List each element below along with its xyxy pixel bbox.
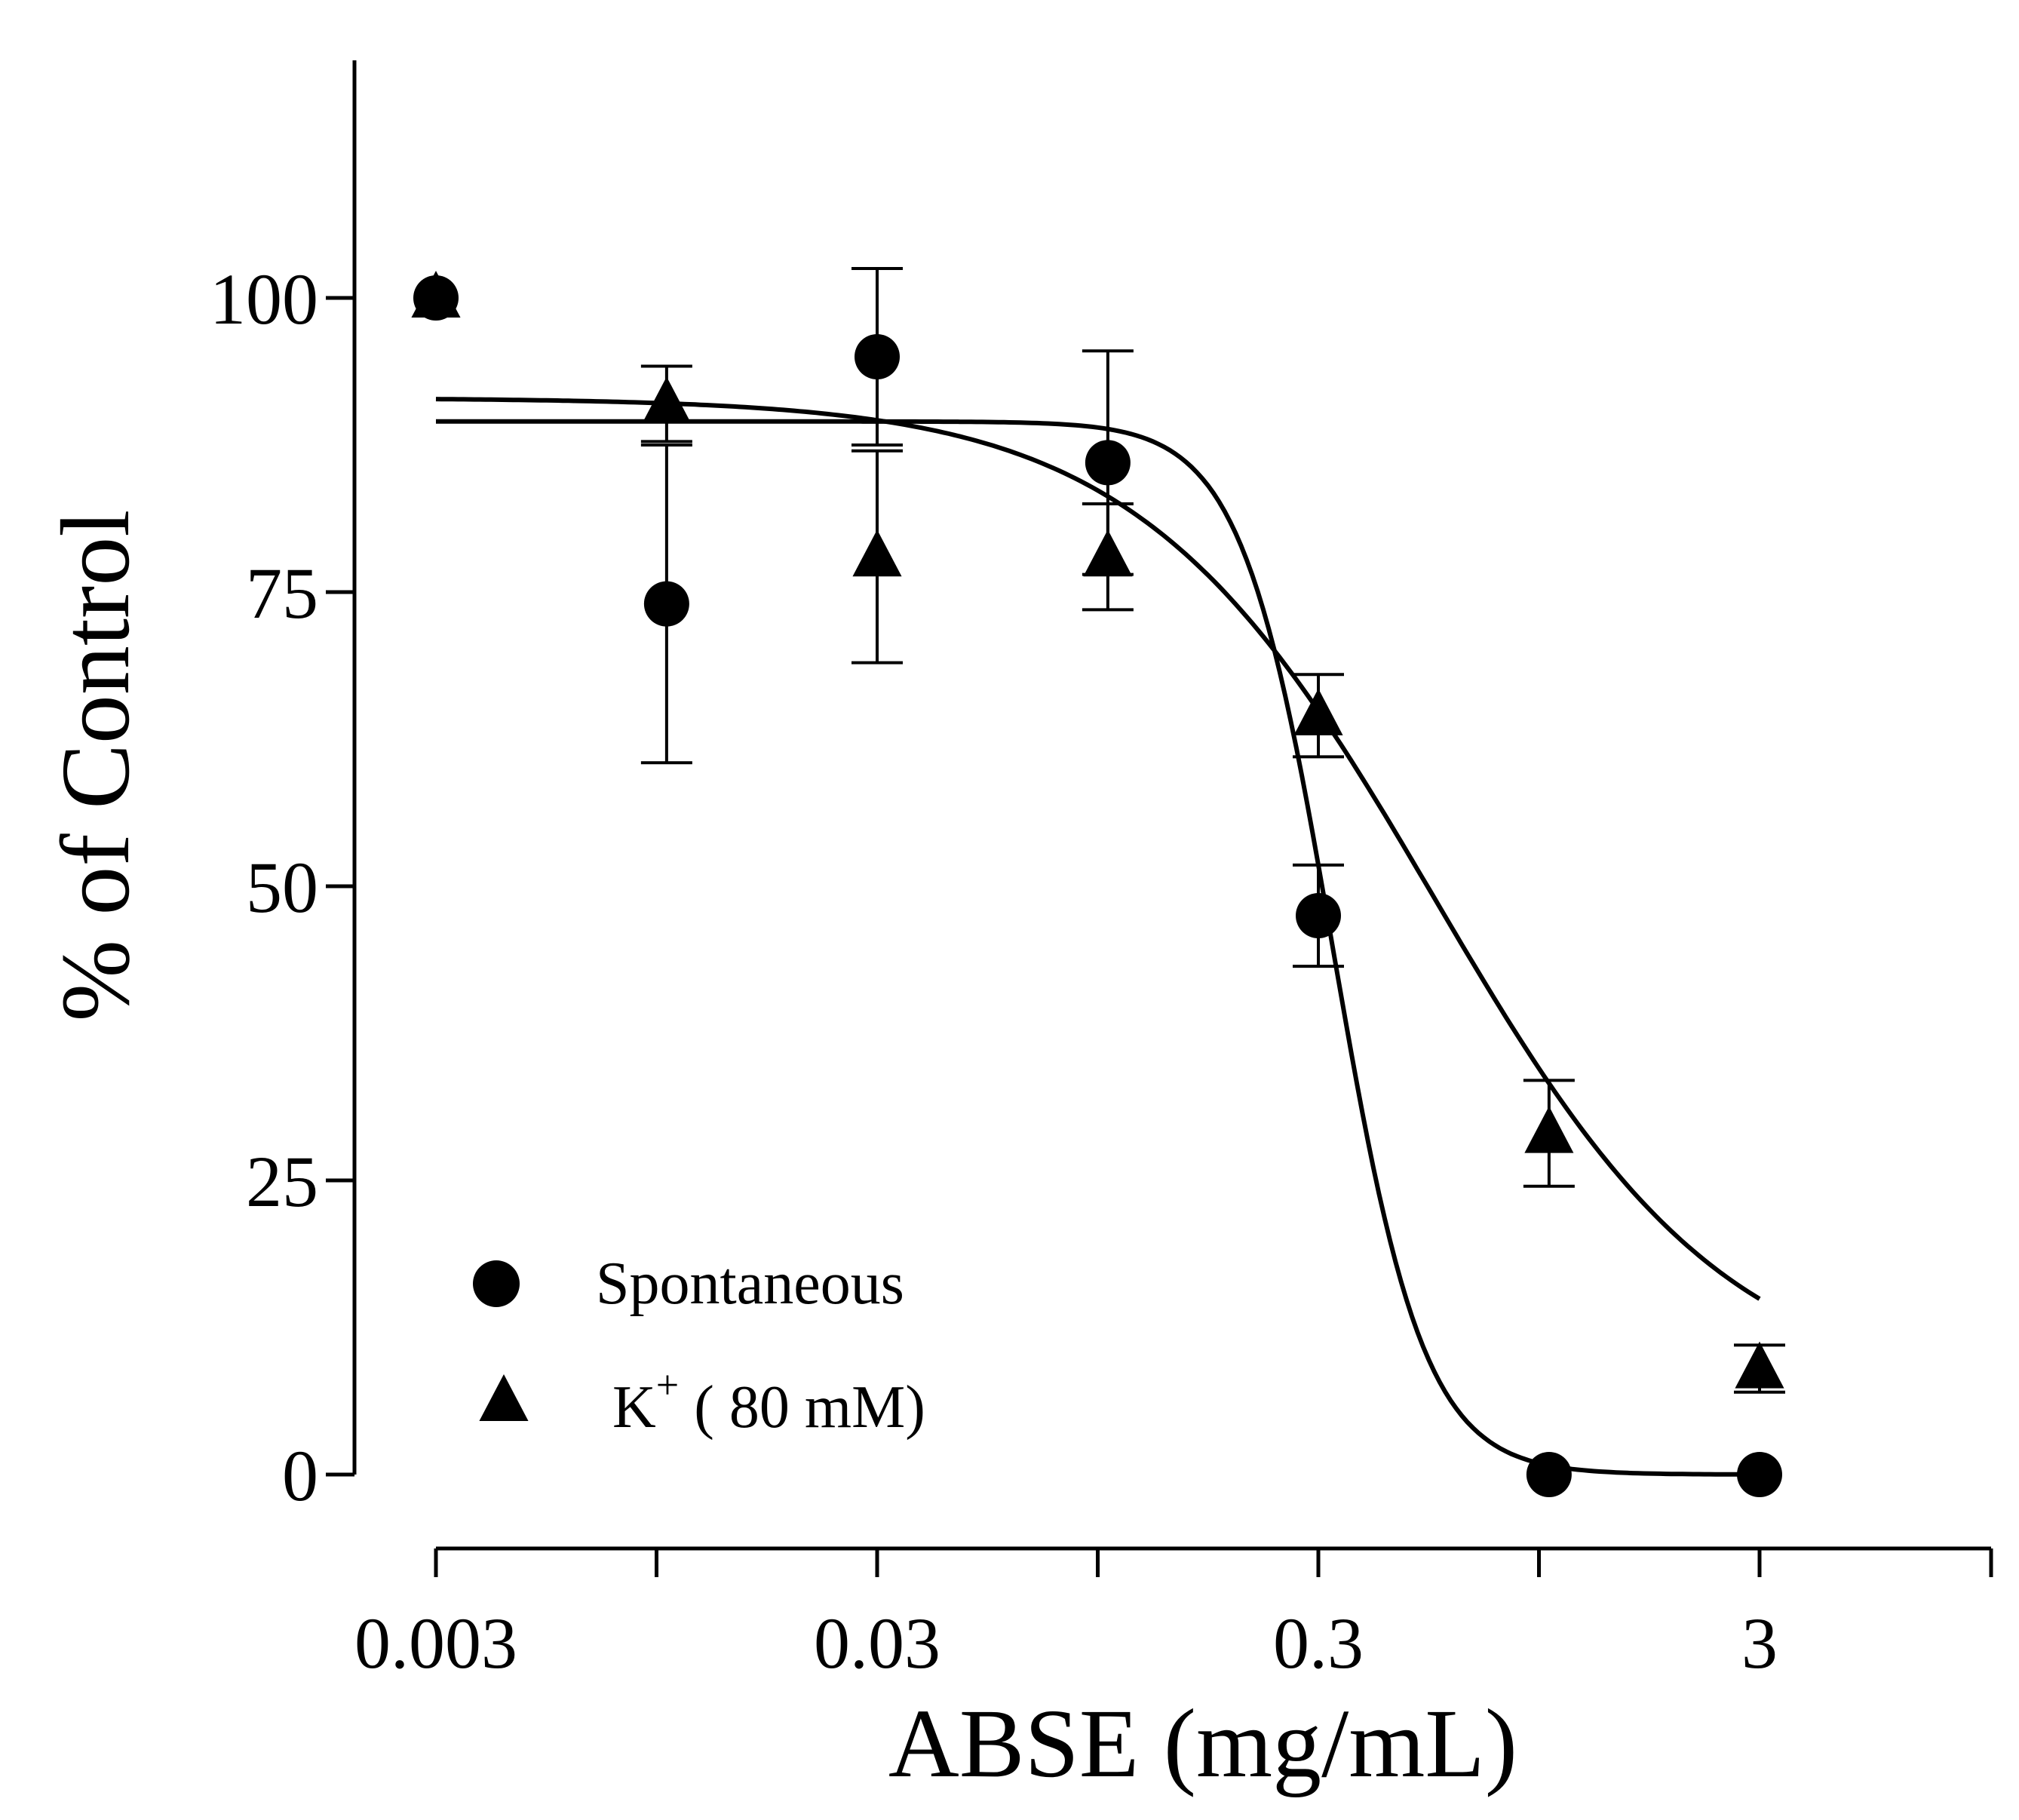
y-tick-label: 75 bbox=[246, 553, 318, 634]
data-point-potassium bbox=[1735, 1341, 1784, 1389]
legend: Spontaneous K+ ( 80 mM) bbox=[473, 1251, 925, 1441]
x-tick-label: 0.003 bbox=[354, 1603, 517, 1683]
data-point-potassium bbox=[642, 376, 692, 424]
y-axis-ticks: 0 25 50 75 100 bbox=[210, 259, 354, 1516]
data-point-potassium bbox=[1293, 688, 1343, 735]
data-point-spontaneous bbox=[413, 275, 459, 321]
y-tick-label: 0 bbox=[282, 1435, 318, 1516]
y-tick-label: 25 bbox=[246, 1141, 318, 1222]
error-bars bbox=[640, 267, 1785, 1394]
fit-curve-potassium bbox=[435, 397, 1761, 1301]
legend-label-superscript: + bbox=[656, 1362, 679, 1407]
y-tick-label: 100 bbox=[210, 259, 318, 339]
y-axis-title: % of Control bbox=[41, 510, 150, 1022]
legend-marker-potassium bbox=[479, 1374, 529, 1422]
data-markers bbox=[411, 271, 1784, 1497]
legend-label-k: K bbox=[612, 1374, 656, 1441]
y-tick-label: 50 bbox=[246, 847, 318, 928]
x-axis-title: ABSE (mg/mL) bbox=[888, 1690, 1517, 1798]
data-point-spontaneous bbox=[643, 581, 689, 627]
data-point-potassium bbox=[852, 529, 902, 577]
data-point-spontaneous bbox=[1085, 440, 1131, 486]
data-point-spontaneous bbox=[855, 334, 900, 379]
x-tick-label: 0.03 bbox=[814, 1603, 940, 1683]
data-point-spontaneous bbox=[1296, 893, 1341, 938]
x-axis-ticks: 0.003 0.03 0.3 3 bbox=[354, 1548, 1993, 1683]
legend-label-spontaneous: Spontaneous bbox=[596, 1251, 904, 1317]
legend-marker-spontaneous bbox=[473, 1260, 520, 1307]
x-tick-label: 3 bbox=[1741, 1603, 1778, 1683]
data-point-potassium bbox=[1524, 1106, 1574, 1153]
x-tick-label: 0.3 bbox=[1273, 1603, 1364, 1683]
legend-label-concentration: ( 80 mM) bbox=[679, 1374, 925, 1441]
axes: 0 25 50 75 100 0.003 0.03 0.3 3 bbox=[210, 60, 1993, 1683]
data-point-potassium bbox=[1083, 529, 1133, 577]
data-point-spontaneous bbox=[1526, 1452, 1572, 1497]
data-point-spontaneous bbox=[1737, 1452, 1782, 1497]
legend-label-potassium: K+ ( 80 mM) bbox=[612, 1362, 925, 1441]
